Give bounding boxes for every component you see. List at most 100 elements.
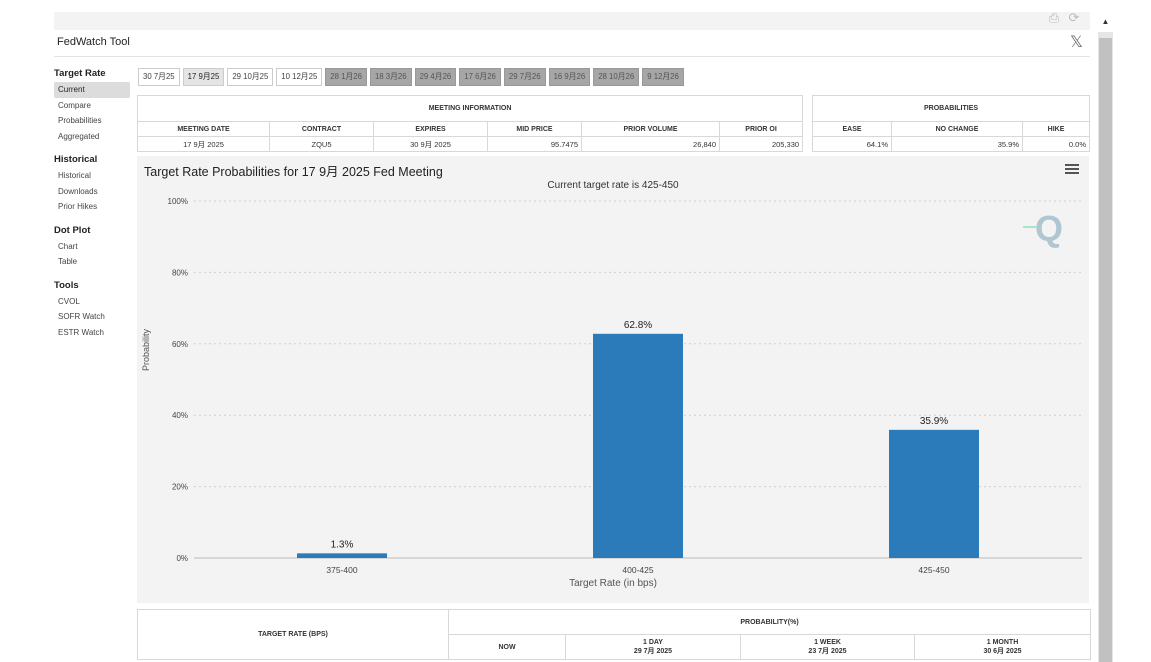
- y-tick-label: 80%: [172, 268, 188, 277]
- sidebar-item-estr-watch[interactable]: ESTR Watch: [58, 327, 104, 337]
- toolbar-icons: ⎙ ⟳: [1047, 11, 1081, 25]
- sidebar-item-aggregated[interactable]: Aggregated: [58, 131, 100, 141]
- meeting-info-cell: 17 9月 2025: [137, 136, 270, 152]
- meeting-tab[interactable]: 9 12月26: [642, 68, 684, 86]
- top-toolbar: [54, 12, 1090, 30]
- sidebar-heading: Tools: [54, 279, 79, 291]
- sidebar-item-current[interactable]: Current: [54, 82, 130, 98]
- probabilities-table: PROBABILITIES EASE NO CHANGE HIKE 64.1% 35.…: [811, 95, 1091, 152]
- meeting-tab[interactable]: 28 1月26: [325, 68, 367, 86]
- probability-column-header: 1 MONTH 30 6月 2025: [913, 634, 1092, 660]
- meeting-tab[interactable]: 18 3月26: [369, 68, 412, 86]
- probabilities-cell: 64.1%: [812, 136, 892, 152]
- meeting-info-header: MEETING DATE: [137, 121, 270, 137]
- column-date: 29 7月 2025: [633, 648, 673, 655]
- sidebar-item-table[interactable]: Table: [58, 257, 78, 266]
- q-logo-icon: Q: [1023, 208, 1063, 250]
- meeting-info-header: PRIOR OI: [718, 121, 804, 137]
- sidebar-item-downloads[interactable]: Downloads: [58, 186, 98, 196]
- target-rate-header: TARGET RATE (BPS): [137, 609, 449, 660]
- sidebar-item-chart[interactable]: Chart: [58, 241, 78, 251]
- refresh-icon[interactable]: ⟳: [1068, 10, 1080, 25]
- data-label: 62.8%: [624, 320, 652, 331]
- data-label: 35.9%: [920, 416, 948, 427]
- x-logo-icon[interactable]: 𝕏: [1070, 34, 1083, 51]
- meeting-tab[interactable]: 29 4月26: [414, 68, 457, 86]
- y-tick-label: 100%: [168, 197, 188, 206]
- sidebar-heading: Dot Plot: [54, 224, 91, 236]
- section-gap: [54, 144, 130, 152]
- y-axis-label: Probability: [141, 328, 151, 371]
- probabilities-header: NO CHANGE: [891, 121, 1023, 137]
- column-date: 30 6月 2025: [983, 648, 1022, 655]
- meeting-info-cell: 205,330: [718, 136, 804, 152]
- sidebar-item-prior-hikes[interactable]: Prior Hikes: [58, 202, 98, 211]
- bar: [297, 553, 387, 558]
- chart-plot: 0% 20% 40% 60% 80% 100% 1.3% 375-400 62.8% 400-42…: [168, 197, 1082, 575]
- column-label: 1 MONTH: [986, 639, 1019, 646]
- sidebar-item-probabilities[interactable]: Probabilities: [58, 116, 102, 125]
- column-label: NOW: [498, 643, 516, 651]
- probability-header: PROBABILITY(%): [447, 609, 1092, 635]
- sidebar-item-historical[interactable]: Historical: [58, 171, 91, 180]
- meeting-info-cell: ZQU5: [269, 136, 374, 152]
- probabilities-cell: 35.9%: [891, 136, 1023, 152]
- x-tick-label: 400-425: [622, 565, 653, 575]
- meeting-info-header: EXPIRES: [373, 121, 488, 137]
- y-tick-label: 40%: [172, 411, 188, 420]
- bar: [889, 429, 979, 558]
- column-label: 1 WEEK: [814, 639, 841, 646]
- meeting-info-table: MEETING INFORMATION MEETING DATE CONTRACT…: [136, 95, 804, 152]
- data-label: 1.3%: [331, 539, 354, 550]
- probability-column-header: 1 DAY 29 7月 2025: [565, 634, 741, 660]
- print-icon[interactable]: ⎙: [1048, 10, 1060, 25]
- sidebar-item-sofr-watch[interactable]: SOFR Watch: [58, 312, 105, 321]
- meeting-info-header: MID PRICE: [487, 121, 582, 137]
- probability-column-header: 1 WEEK 23 7月 2025: [740, 634, 915, 660]
- meeting-tabs: 30 7月25 17 9月25 29 10月25 10 12月25 28 1月26 18 …: [138, 68, 684, 86]
- probability-history-table: TARGET RATE (BPS) PROBABILITY(%) NOW 1 DA…: [137, 609, 1092, 660]
- app-title: FedWatch Tool: [57, 36, 130, 48]
- x-tick-label: 425-450: [918, 565, 949, 575]
- y-tick-label: 20%: [172, 483, 188, 492]
- scrollbar[interactable]: ▲: [1098, 12, 1113, 662]
- probabilities-caption: PROBABILITIES: [811, 95, 1091, 122]
- scroll-thumb[interactable]: [1099, 38, 1112, 662]
- divider: [54, 56, 1090, 57]
- probability-column-header: NOW: [448, 634, 566, 660]
- meeting-tab[interactable]: 17 9月25: [182, 68, 225, 86]
- meeting-tab[interactable]: 10 12月25: [276, 68, 323, 86]
- probabilities-header: EASE: [812, 121, 892, 137]
- meeting-info-header: CONTRACT: [269, 121, 374, 137]
- meeting-info-cell: 26,840: [581, 136, 720, 152]
- probabilities-header: HIKE: [1021, 121, 1091, 137]
- y-tick-label: 0%: [176, 554, 188, 563]
- meeting-tab[interactable]: 17 6月26: [459, 68, 501, 86]
- meeting-info-caption: MEETING INFORMATION: [136, 95, 804, 122]
- menu-icon[interactable]: [1065, 164, 1079, 176]
- meeting-tab[interactable]: 29 7月26: [503, 68, 546, 86]
- chart-subtitle: Current target rate is 425-450: [547, 180, 679, 191]
- sidebar-heading: Historical: [54, 154, 98, 165]
- column-label: 1 DAY: [643, 639, 663, 646]
- sidebar-item-compare[interactable]: Compare: [58, 100, 91, 110]
- sidebar: Target Rate Current Compare Probabilities Ag…: [54, 66, 130, 340]
- scroll-up-icon[interactable]: ▲: [1098, 12, 1113, 32]
- probability-chart: Target Rate Probabilities for 17 9月 2025…: [137, 156, 1089, 603]
- meeting-info-cell: 95.7475: [487, 136, 582, 152]
- meeting-info-header: PRIOR VOLUME: [581, 121, 720, 137]
- sidebar-item-cvol[interactable]: CVOL: [58, 296, 80, 306]
- y-tick-label: 60%: [172, 340, 188, 349]
- section-gap: [54, 270, 130, 278]
- section-gap: [54, 215, 130, 223]
- meeting-tab[interactable]: 28 10月26: [593, 68, 640, 86]
- meeting-tab[interactable]: 16 9月26: [548, 68, 591, 86]
- meeting-tab[interactable]: 30 7月25: [138, 68, 180, 86]
- probabilities-cell: 0.0%: [1021, 136, 1091, 152]
- bar: [593, 333, 683, 558]
- sidebar-heading: Target Rate: [54, 68, 106, 79]
- column-date: 23 7月 2025: [808, 648, 847, 655]
- chart-title: Target Rate Probabilities for 17 9月 2025…: [144, 165, 443, 179]
- meeting-tab[interactable]: 29 10月25: [227, 68, 274, 86]
